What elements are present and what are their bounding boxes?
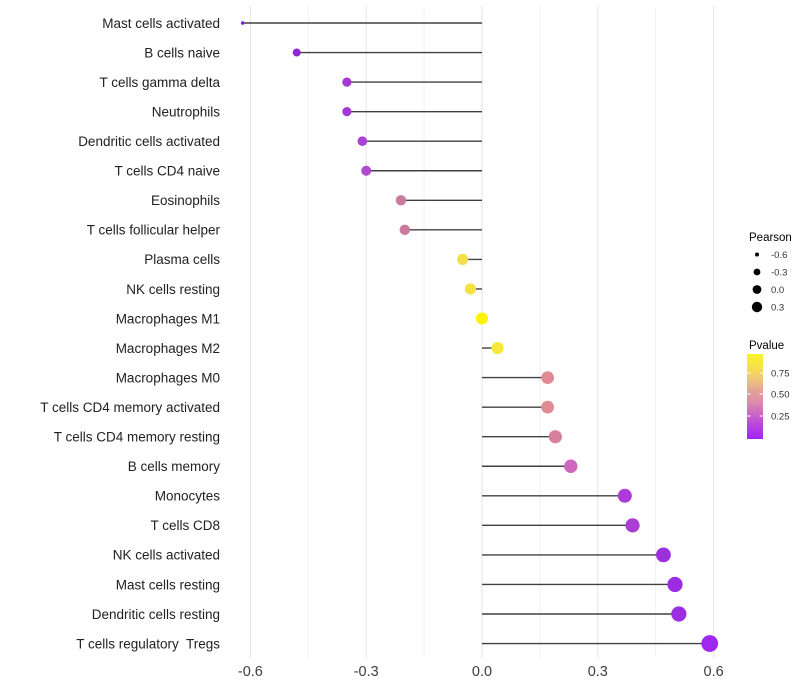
legend-pvalue-label: 0.25 bbox=[771, 411, 790, 422]
category-label: B cells naive bbox=[144, 45, 220, 60]
data-point bbox=[357, 136, 368, 146]
legend-pvalue-title: Pvalue bbox=[749, 340, 784, 352]
table-row: B cells memory bbox=[128, 459, 578, 474]
category-label: NK cells activated bbox=[113, 548, 220, 563]
table-row: Mast cells activated bbox=[102, 16, 482, 31]
data-rows: Mast cells activated B cells naive T cells… bbox=[40, 16, 719, 652]
data-point bbox=[292, 48, 301, 57]
table-row: T cells CD4 memory resting bbox=[54, 430, 562, 445]
category-label: Dendritic cells resting bbox=[92, 607, 220, 622]
category-label: Monocytes bbox=[155, 489, 221, 504]
data-point bbox=[491, 341, 504, 355]
category-label: Macrophages M0 bbox=[116, 370, 220, 385]
category-label: NK cells resting bbox=[126, 282, 220, 297]
legend-size-dot bbox=[752, 285, 762, 294]
data-point bbox=[342, 107, 352, 117]
category-label: T cells follicular helper bbox=[87, 223, 221, 238]
table-row: Dendritic cells activated bbox=[78, 134, 482, 149]
table-row: Monocytes bbox=[155, 489, 632, 504]
legend-size-label: -0.3 bbox=[771, 267, 787, 278]
data-point bbox=[548, 430, 562, 444]
data-point bbox=[667, 576, 683, 593]
table-row: T cells regulatory Tregs bbox=[76, 635, 719, 652]
legend-size-label: 0.0 bbox=[771, 285, 784, 296]
table-row: T cells gamma delta bbox=[99, 75, 482, 90]
legend-size-dot bbox=[751, 301, 763, 313]
data-point bbox=[656, 547, 671, 563]
pvalue-colorbar bbox=[747, 354, 763, 439]
table-row: Dendritic cells resting bbox=[92, 606, 687, 622]
table-row: Mast cells resting bbox=[116, 576, 683, 593]
legend-size-dot bbox=[755, 252, 759, 257]
category-label: T cells CD8 bbox=[150, 518, 220, 533]
category-label: B cells memory bbox=[128, 459, 221, 474]
category-label: Macrophages M2 bbox=[116, 341, 220, 356]
table-row: T cells CD8 bbox=[150, 518, 640, 533]
table-row: T cells CD4 naive bbox=[114, 164, 482, 179]
table-row: Eosinophils bbox=[151, 193, 482, 208]
legend-pearson: Pearson -0.6 -0.3 0.0 0.3 bbox=[749, 232, 792, 313]
table-row: NK cells resting bbox=[126, 282, 482, 297]
data-point bbox=[541, 371, 555, 384]
data-point bbox=[625, 518, 640, 533]
data-point bbox=[464, 283, 477, 295]
category-label: T cells CD4 naive bbox=[114, 164, 220, 179]
table-row: T cells CD4 memory activated bbox=[40, 400, 555, 415]
category-label: T cells CD4 memory resting bbox=[54, 430, 220, 445]
table-row: Macrophages M1 bbox=[116, 311, 488, 326]
data-point bbox=[342, 77, 352, 87]
category-label: T cells gamma delta bbox=[99, 75, 220, 90]
category-label: Mast cells activated bbox=[102, 16, 220, 31]
table-row: T cells follicular helper bbox=[87, 223, 482, 238]
x-tick-label: 0.0 bbox=[472, 664, 492, 680]
legend-size-label: 0.3 bbox=[771, 302, 784, 313]
category-label: T cells CD4 memory activated bbox=[40, 400, 220, 415]
data-point bbox=[457, 253, 469, 265]
x-tick-label: 0.3 bbox=[588, 664, 608, 680]
category-label: T cells regulatory Tregs bbox=[76, 636, 220, 651]
x-tick-label: -0.3 bbox=[354, 664, 379, 680]
legend-size-label: -0.6 bbox=[771, 250, 787, 261]
legend-pearson-title: Pearson bbox=[749, 232, 792, 244]
legend-pvalue-label: 0.50 bbox=[771, 389, 790, 400]
category-label: Mast cells resting bbox=[116, 577, 220, 592]
data-point bbox=[617, 488, 632, 503]
data-point bbox=[671, 606, 687, 622]
table-row: NK cells activated bbox=[113, 547, 671, 563]
category-label: Neutrophils bbox=[152, 104, 221, 119]
data-point bbox=[361, 165, 372, 176]
category-label: Macrophages M1 bbox=[116, 311, 220, 326]
data-point bbox=[476, 312, 488, 325]
table-row: B cells naive bbox=[144, 45, 482, 60]
table-row: Neutrophils bbox=[152, 104, 482, 119]
table-row: Plasma cells bbox=[144, 252, 482, 267]
category-label: Dendritic cells activated bbox=[78, 134, 220, 149]
data-point bbox=[701, 635, 719, 652]
category-label: Plasma cells bbox=[144, 252, 220, 267]
data-point bbox=[564, 459, 578, 473]
x-axis: -0.6 -0.3 0.0 0.3 0.6 bbox=[238, 664, 724, 680]
x-tick-label: -0.6 bbox=[238, 664, 263, 680]
legend-size-dot bbox=[753, 268, 761, 276]
table-row: Macrophages M0 bbox=[116, 370, 555, 385]
legend-pvalue-label: 0.75 bbox=[771, 369, 790, 380]
legend-pvalue: Pvalue 0.75 0.50 0.25 bbox=[747, 340, 790, 439]
gridlines bbox=[249, 6, 715, 658]
x-tick-label: 0.6 bbox=[704, 664, 724, 680]
data-point bbox=[541, 400, 555, 414]
table-row: Macrophages M2 bbox=[116, 341, 504, 356]
data-point bbox=[395, 195, 407, 206]
data-point bbox=[399, 224, 410, 236]
category-label: Eosinophils bbox=[151, 193, 220, 208]
data-point bbox=[240, 21, 245, 25]
